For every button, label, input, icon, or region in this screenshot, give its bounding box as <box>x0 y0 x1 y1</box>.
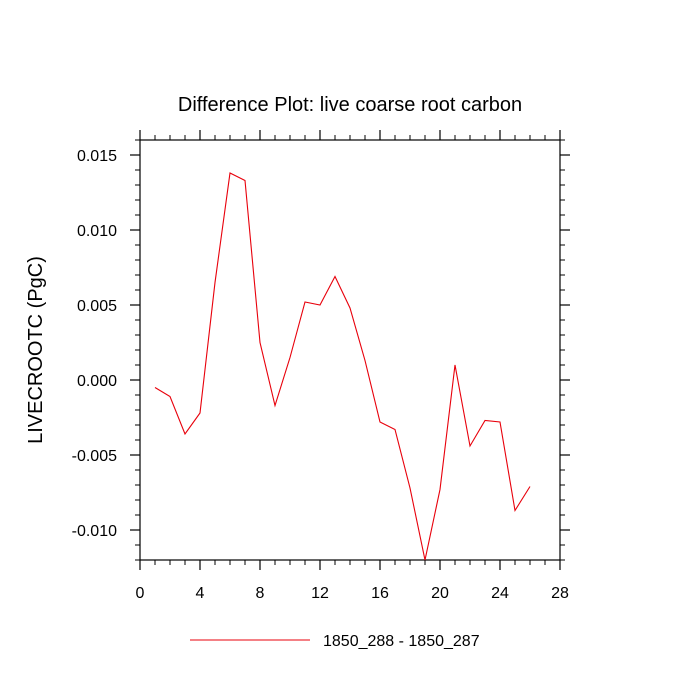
x-tick-label: 0 <box>136 585 145 602</box>
y-tick-label: 0.010 <box>77 223 117 240</box>
chart-title: Difference Plot: live coarse root carbon <box>178 94 522 116</box>
y-axis-label: LIVECROOTC (PgC) <box>25 256 47 444</box>
y-tick-label: -0.010 <box>72 523 117 540</box>
plot-border <box>139 139 561 561</box>
x-tick-label: 20 <box>431 585 449 602</box>
legend: 1850_288 - 1850_287 <box>190 633 480 650</box>
y-tick-label: 0.015 <box>77 148 117 165</box>
x-tick-label: 24 <box>491 585 509 602</box>
x-tick-label: 12 <box>311 585 329 602</box>
axis-ticks: 0 4 8 12 16 20 24 28 -0.010 -0.005 0.000 0.005 0.010… <box>72 130 570 602</box>
x-tick-label: 4 <box>196 585 205 602</box>
x-tick-label: 28 <box>551 585 569 602</box>
y-tick-label: -0.005 <box>72 448 117 465</box>
x-tick-label: 8 <box>256 585 265 602</box>
legend-label: 1850_288 - 1850_287 <box>323 633 480 650</box>
y-tick-label: 0.000 <box>77 373 117 390</box>
series-layer <box>154 172 531 561</box>
x-tick-label: 16 <box>371 585 389 602</box>
plot-frame <box>139 139 561 561</box>
series-line-0 <box>154 172 531 561</box>
y-tick-label: 0.005 <box>77 298 117 315</box>
